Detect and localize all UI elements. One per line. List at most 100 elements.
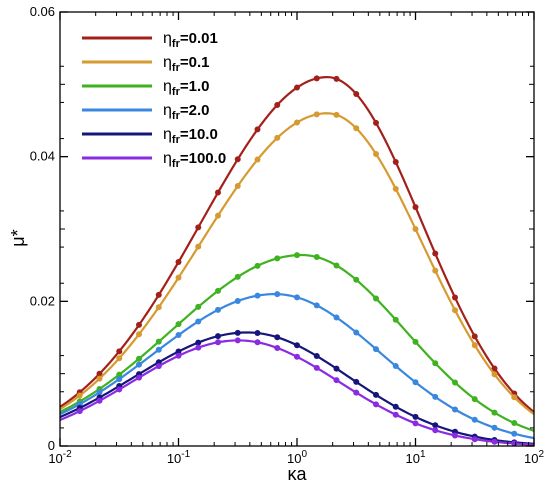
series-2-marker	[313, 254, 320, 261]
series-5-marker	[215, 339, 221, 346]
series-2-marker	[195, 303, 202, 310]
series-2-marker	[471, 396, 478, 403]
series-0-marker	[136, 321, 142, 328]
series-3-marker	[412, 379, 419, 386]
series-5-marker	[452, 432, 458, 439]
series-1-marker	[392, 185, 399, 192]
series-4-marker	[254, 330, 261, 337]
series-5-marker	[471, 436, 478, 443]
series-4-marker	[432, 422, 439, 429]
series-3-marker	[155, 346, 162, 353]
series-2-marker	[155, 338, 162, 345]
axis-labels: κa μ*	[8, 229, 307, 484]
series-2-marker	[254, 262, 261, 269]
series-0-marker	[294, 84, 300, 91]
series-5-marker	[155, 363, 162, 370]
x-tick-label: 100	[287, 449, 307, 466]
x-tick-label: 10-2	[48, 449, 72, 466]
x-tick-label: 102	[524, 449, 544, 466]
series-4-marker	[373, 391, 379, 398]
legend-label-1: ηfr=0.1	[163, 54, 209, 74]
series-5-marker	[274, 344, 281, 351]
series-4-marker	[215, 333, 221, 340]
series-0-marker	[491, 365, 498, 372]
series-1-marker	[175, 274, 182, 281]
series-0-marker	[392, 159, 399, 166]
series-2-marker	[215, 287, 221, 294]
series-3-marker	[392, 363, 399, 370]
series-5-marker	[254, 339, 261, 346]
series-4-marker	[313, 353, 320, 360]
series-1-marker	[313, 111, 320, 118]
legend-label-3: ηfr=2.0	[163, 102, 209, 122]
series-3-marker	[136, 361, 142, 368]
series-3-marker	[471, 416, 478, 423]
series-5-marker	[195, 344, 202, 351]
series-0-marker	[412, 204, 419, 211]
series-2-marker	[491, 409, 498, 416]
series-4-marker	[333, 365, 340, 372]
series-5-marker	[353, 389, 360, 396]
series-3-marker	[313, 302, 320, 309]
series-3-marker	[274, 291, 281, 298]
series-2-marker	[116, 371, 123, 378]
series-3-marker	[96, 389, 103, 396]
series-3-marker	[294, 294, 300, 301]
series-3-marker	[491, 424, 498, 431]
series-0-marker	[215, 189, 221, 196]
series-1-marker	[215, 212, 221, 219]
series-3-marker	[511, 430, 518, 437]
series-1-marker	[353, 125, 360, 132]
series-4-marker	[294, 342, 300, 349]
series-0-marker	[155, 291, 162, 298]
series-5-marker	[432, 427, 439, 434]
series-1-marker	[116, 355, 123, 362]
series-3-marker	[175, 332, 182, 339]
y-tick-label: 0.06	[30, 4, 55, 19]
series-3-marker	[254, 292, 261, 299]
series-5-marker	[412, 420, 419, 427]
series-3-marker	[333, 314, 340, 321]
axes-layer: 0 0.02 0.04 0.06 10-2 10-1 100 101 102	[30, 4, 545, 466]
series-5-marker	[294, 353, 300, 360]
series-5-marker	[136, 374, 142, 381]
series-1-marker	[333, 111, 340, 118]
series-2-marker	[333, 262, 340, 269]
y-tick-label: 0.04	[30, 149, 55, 164]
series-0-marker	[234, 156, 241, 163]
series-2-marker	[353, 276, 360, 283]
x-axis-label: κa	[287, 464, 307, 484]
series-2-marker	[392, 316, 399, 323]
series-2-marker	[432, 360, 439, 367]
series-1-marker	[76, 392, 83, 399]
y-tick-label: 0.02	[30, 293, 55, 308]
series-0-marker	[373, 119, 379, 126]
series-2-marker	[175, 321, 182, 328]
series-0-marker	[313, 75, 320, 82]
series-5-marker	[491, 438, 498, 445]
series-0-marker	[254, 126, 261, 133]
series-2-marker	[373, 295, 379, 302]
series-1-marker	[491, 371, 498, 378]
y-axis-label: μ*	[8, 229, 28, 246]
series-2-marker	[412, 338, 419, 345]
series-0-marker	[274, 101, 281, 108]
series-1-marker	[254, 156, 261, 163]
series-3-marker	[195, 318, 202, 325]
series-4-marker	[234, 329, 241, 336]
series-3-marker	[353, 329, 360, 336]
series-1-marker	[155, 304, 162, 311]
series-0-marker	[195, 224, 202, 231]
series-4-marker	[195, 339, 202, 346]
series-4-marker	[175, 348, 182, 355]
x-tick-label: 10-1	[167, 449, 191, 466]
series-1-marker	[234, 183, 241, 189]
series-line-0	[60, 75, 534, 413]
series-0-marker	[452, 294, 458, 301]
series-2-marker	[234, 273, 241, 280]
series-1-marker	[373, 150, 379, 157]
series-1-marker	[274, 134, 281, 141]
series-5-marker	[175, 352, 182, 359]
series-1-marker	[471, 342, 478, 349]
